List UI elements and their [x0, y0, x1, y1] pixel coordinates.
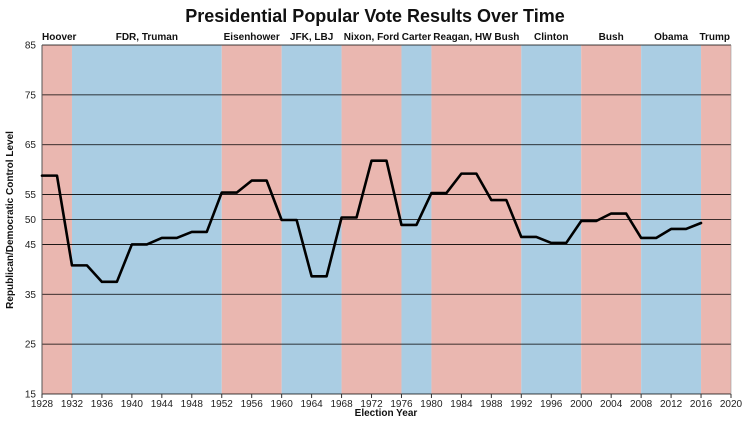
- x-tick-label-16: 1992: [510, 399, 533, 410]
- y-tick-label-3: 45: [25, 240, 37, 251]
- x-tick-label-10: 1968: [330, 399, 353, 410]
- y-tick-label-2: 35: [25, 290, 37, 301]
- chart-title: Presidential Popular Vote Results Over T…: [185, 6, 564, 26]
- era-label-1: FDR, Truman: [116, 32, 178, 43]
- x-tick-label-20: 2008: [630, 399, 653, 410]
- x-tick-label-5: 1948: [181, 399, 204, 410]
- x-tick-label-4: 1944: [151, 399, 174, 410]
- x-tick-label-21: 2012: [660, 399, 683, 410]
- y-tick-label-8: 85: [25, 41, 37, 52]
- x-axis-label: Election Year: [355, 408, 418, 419]
- x-tick-label-12: 1976: [390, 399, 413, 410]
- x-tick-label-8: 1960: [271, 399, 294, 410]
- y-tick-label-6: 65: [25, 140, 37, 151]
- x-tick-label-2: 1936: [91, 399, 114, 410]
- y-tick-label-7: 75: [25, 90, 37, 101]
- x-tick-label-13: 1980: [420, 399, 443, 410]
- era-label-8: Bush: [599, 32, 624, 43]
- x-tick-label-7: 1956: [241, 399, 264, 410]
- x-tick-label-3: 1940: [121, 399, 144, 410]
- y-axis-label: Republican/Democratic Control Level: [5, 131, 16, 309]
- era-label-10: Trump: [699, 32, 730, 43]
- era-label-7: Clinton: [534, 32, 568, 43]
- x-tick-label-6: 1952: [211, 399, 234, 410]
- x-tick-label-15: 1988: [480, 399, 503, 410]
- series-line-group: [40, 159, 703, 284]
- x-tick-label-0: 1928: [31, 399, 54, 410]
- era-label-3: JFK, LBJ: [290, 32, 333, 43]
- era-label-6: Reagan, HW Bush: [433, 32, 519, 43]
- x-tick-label-11: 1972: [360, 399, 383, 410]
- x-axis-ticks: 1928 1932 1936 1940 1944 1948 1952 1956 1960 1964…: [31, 394, 743, 410]
- x-tick-label-17: 1996: [540, 399, 563, 410]
- y-tick-label-0: 15: [25, 390, 37, 401]
- x-tick-label-22: 2016: [690, 399, 713, 410]
- x-tick-label-1: 1932: [61, 399, 84, 410]
- era-label-4: Nixon, Ford: [344, 32, 400, 43]
- y-tick-label-4: 50: [25, 215, 37, 226]
- era-label-5: Carter: [402, 32, 432, 43]
- series-line-0: [40, 159, 703, 284]
- era-label-2: Eisenhower: [224, 32, 280, 43]
- x-tick-label-23: 2020: [720, 399, 743, 410]
- y-tick-label-5: 55: [25, 190, 37, 201]
- y-tick-label-1: 25: [25, 340, 37, 351]
- x-tick-label-19: 2004: [600, 399, 623, 410]
- gridlines: [41, 44, 732, 395]
- era-labels: Hoover FDR, Truman Eisenhower JFK, LBJ Nixon…: [42, 32, 730, 43]
- x-tick-label-9: 1964: [300, 399, 323, 410]
- era-label-0: Hoover: [42, 32, 77, 43]
- era-label-9: Obama: [654, 32, 688, 43]
- x-tick-label-14: 1984: [450, 399, 473, 410]
- x-tick-label-18: 2000: [570, 399, 593, 410]
- y-axis-ticks: 15 25 35 45 50 55 65 75 85: [25, 41, 37, 401]
